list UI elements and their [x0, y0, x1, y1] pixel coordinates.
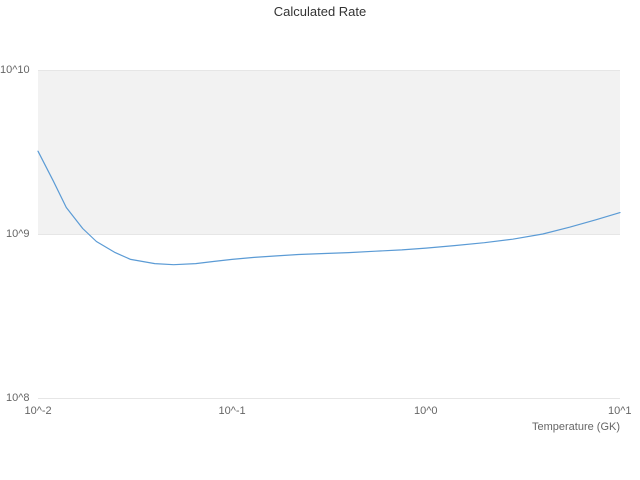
x-tick-label: 10^1 — [608, 405, 632, 417]
x-tick-label: 10^-2 — [24, 405, 52, 417]
y-tick-label: 10^10 — [0, 64, 30, 76]
series-line — [37, 150, 621, 266]
x-tick-label: 10^0 — [414, 405, 438, 417]
alternate-grid-band — [38, 70, 620, 234]
chart-title: Calculated Rate — [273, 4, 367, 19]
y-tick-label: 10^8 — [6, 392, 30, 404]
y-tick-label: 10^9 — [6, 228, 30, 240]
x-tick-label: 10^-1 — [218, 405, 246, 417]
x-axis-title: Temperature (GK) — [531, 421, 620, 433]
